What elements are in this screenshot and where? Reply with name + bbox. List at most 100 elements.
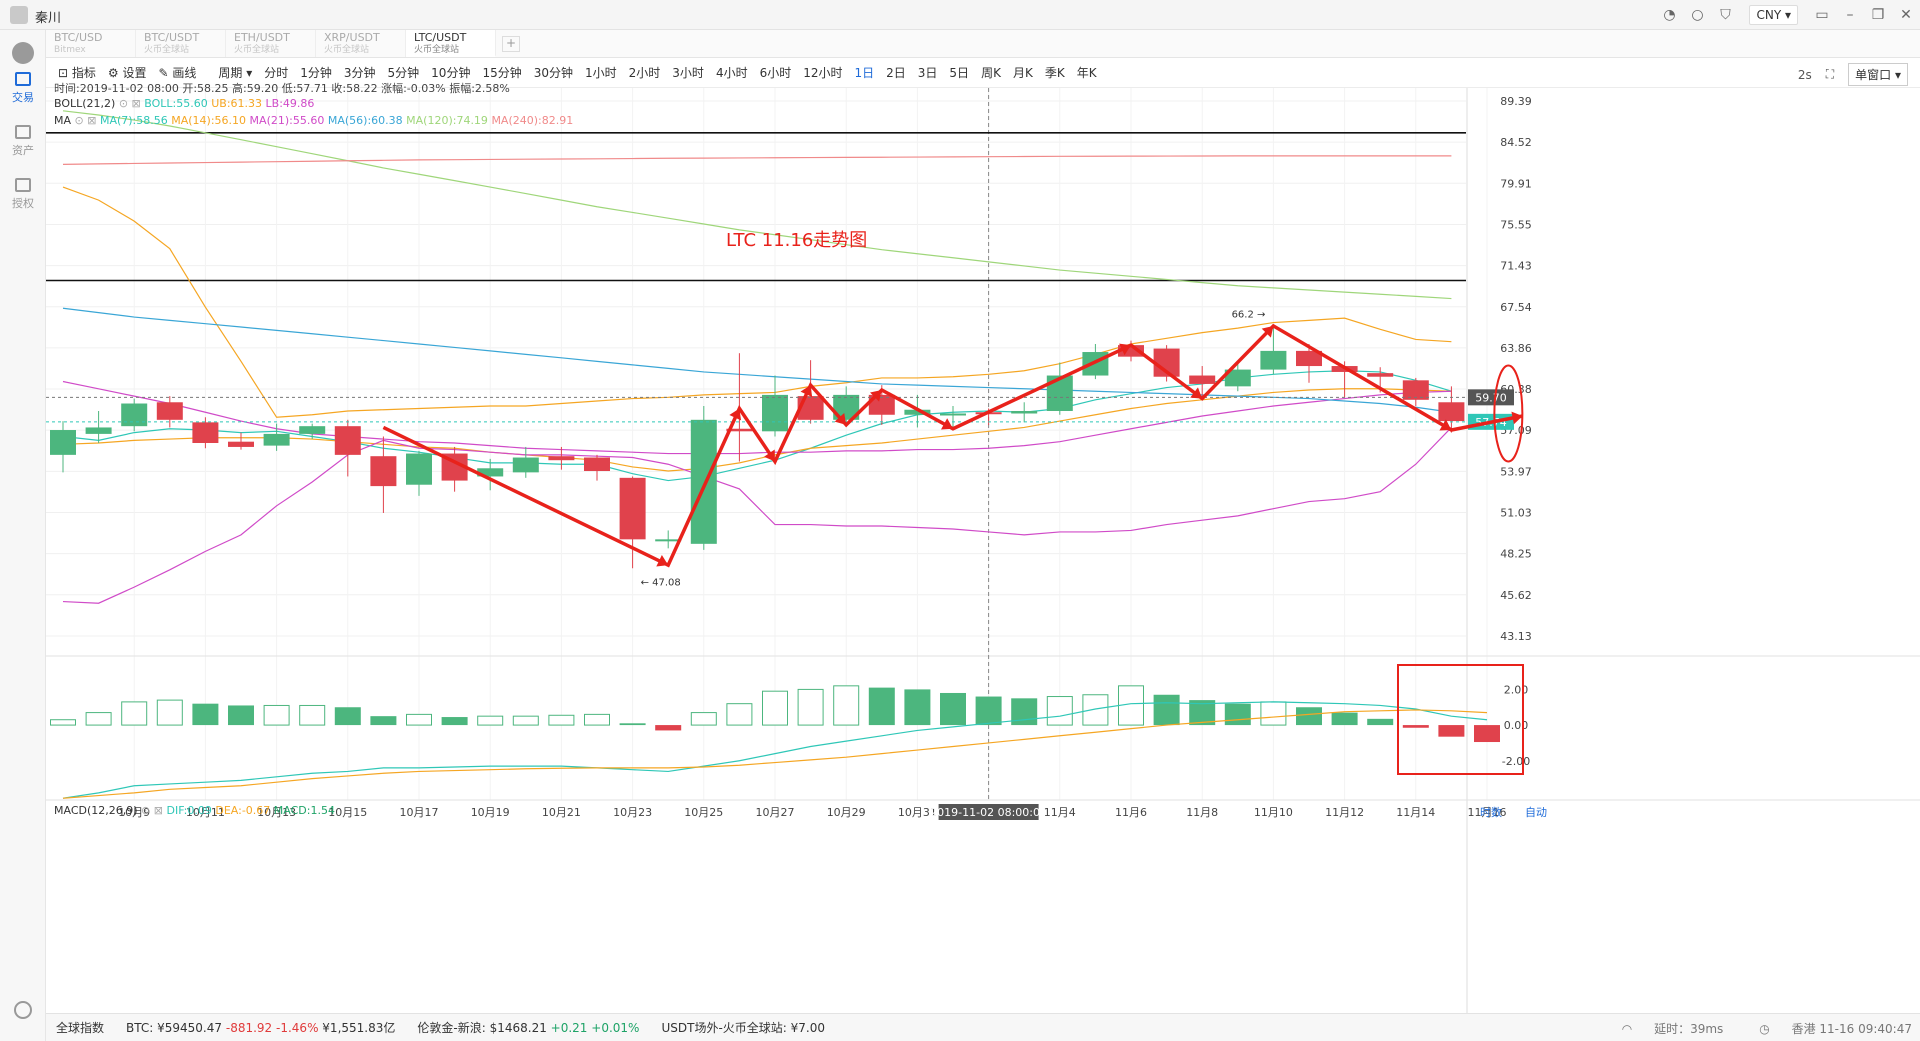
period-19[interactable]: 季K bbox=[1044, 66, 1065, 80]
fullscreen-icon[interactable]: ⛶ bbox=[1825, 67, 1835, 81]
gold-ticker[interactable]: 伦敦金-新浪: $1468.21 +0.21 +0.01% bbox=[417, 1019, 639, 1036]
eye-icon[interactable]: ⊙ ⊠ bbox=[118, 97, 141, 110]
period-7[interactable]: 1小时 bbox=[585, 66, 617, 80]
candle bbox=[1189, 375, 1216, 384]
macd-highlight-box bbox=[1397, 664, 1524, 775]
ma7-value: MA(7):58.56 bbox=[99, 114, 168, 127]
highlight-ellipse bbox=[1493, 364, 1524, 463]
period-17[interactable]: 周K bbox=[981, 66, 1001, 80]
window-mode-select[interactable]: 单窗口 ▾ bbox=[1848, 63, 1908, 86]
candle bbox=[655, 539, 682, 542]
minimize-icon[interactable]: – bbox=[1846, 7, 1854, 23]
settings-gear-icon[interactable] bbox=[14, 1001, 32, 1019]
macd-bar bbox=[1260, 701, 1287, 726]
tab-pair: BTC/USD bbox=[54, 31, 103, 44]
sidebar-item-trade[interactable]: 交易 bbox=[0, 72, 46, 105]
x-tick-label: 10月27 bbox=[756, 806, 795, 819]
indicator-button[interactable]: ⊡ 指标 bbox=[58, 66, 96, 80]
macd-value: MACD:1.54 bbox=[273, 804, 335, 817]
period-14[interactable]: 2日 bbox=[886, 66, 906, 80]
bell-icon[interactable]: ◔ bbox=[1663, 7, 1676, 23]
period-5[interactable]: 15分钟 bbox=[482, 66, 522, 80]
clock-text: 香港 11-16 09:40:47 bbox=[1791, 1022, 1912, 1036]
btc-ticker[interactable]: BTC: ¥59450.47 -881.92 -1.46% ¥1,551.83亿 bbox=[126, 1019, 395, 1036]
macd-bar bbox=[121, 701, 148, 726]
period-11[interactable]: 6小时 bbox=[759, 66, 792, 80]
period-20[interactable]: 年K bbox=[1076, 66, 1097, 80]
macd-bar bbox=[299, 704, 326, 726]
period-4[interactable]: 10分钟 bbox=[431, 66, 471, 80]
period-1[interactable]: 1分钟 bbox=[300, 66, 332, 80]
shirt-icon[interactable]: ⛉ bbox=[1720, 7, 1731, 23]
macd-bar bbox=[797, 688, 824, 726]
period-13[interactable]: 1日 bbox=[854, 66, 875, 80]
tab-btc-usdt[interactable]: BTC/USDT 火币全球站 bbox=[136, 30, 226, 57]
x-tick-label: 10月13 bbox=[257, 806, 296, 819]
period-12[interactable]: 12小时 bbox=[803, 66, 843, 80]
refresh-interval[interactable]: 2s bbox=[1797, 67, 1812, 82]
index-label[interactable]: 全球指数 bbox=[56, 1021, 105, 1035]
sidebar-item-auth[interactable]: 授权 bbox=[0, 178, 46, 211]
period-10[interactable]: 4小时 bbox=[715, 66, 748, 80]
tab-ltc-usdt[interactable]: LTC/USDT 火币全球站 bbox=[406, 30, 496, 57]
period-2[interactable]: 3分钟 bbox=[343, 66, 376, 80]
close-icon[interactable]: ✕ bbox=[1900, 7, 1912, 23]
time-mode-toggle[interactable]: 时数 bbox=[1480, 806, 1502, 819]
sidebar-item-assets[interactable]: 资产 bbox=[0, 125, 46, 158]
y-tick-label: 67.54 bbox=[1500, 301, 1532, 314]
usdt-ticker[interactable]: USDT场外-火币全球站: ¥7.00 bbox=[661, 1019, 825, 1036]
ma-line-ma120 bbox=[62, 110, 1452, 300]
gold-change: +0.21 bbox=[550, 1021, 588, 1035]
macd-bar bbox=[406, 713, 432, 726]
app-logo bbox=[12, 42, 34, 64]
macd-bar bbox=[263, 704, 290, 726]
sidebar-item-label: 资产 bbox=[12, 144, 34, 157]
currency-select[interactable]: CNY ▾ bbox=[1749, 5, 1798, 25]
draw-line-button[interactable]: ✎ 画线 bbox=[158, 66, 197, 80]
period-18[interactable]: 月K bbox=[1012, 66, 1033, 80]
period-15[interactable]: 3日 bbox=[917, 66, 938, 80]
period-16[interactable]: 5日 bbox=[949, 66, 970, 80]
period-6[interactable]: 30分钟 bbox=[533, 66, 574, 80]
macd-tick-label: 2.00 bbox=[1504, 683, 1529, 696]
title-bar: 秦川 ◔ ○ ⛉ CNY ▾ ▭ – ❐ ✕ bbox=[0, 0, 1920, 30]
tab-eth-usdt[interactable]: ETH/USDT 火币全球站 bbox=[226, 30, 316, 57]
period-3[interactable]: 5分钟 bbox=[387, 66, 420, 80]
add-tab-button[interactable]: + bbox=[502, 36, 520, 52]
chart-canvas[interactable]: 89.3984.5279.9175.5571.4367.5463.8660.38… bbox=[46, 88, 1920, 1013]
macd-bar bbox=[477, 715, 504, 726]
period-0[interactable]: 分时 bbox=[264, 66, 289, 80]
tab-xrp-usdt[interactable]: XRP/USDT 火币全球站 bbox=[316, 30, 406, 57]
window-icon[interactable]: ▭ bbox=[1815, 7, 1829, 23]
currency-value: CNY bbox=[1756, 8, 1782, 22]
auto-scale-toggle[interactable]: 自动 bbox=[1525, 806, 1547, 819]
period-9[interactable]: 3小时 bbox=[672, 66, 704, 80]
boll-lb: LB:49.86 bbox=[265, 97, 315, 110]
ma-line-bolllb bbox=[62, 427, 1452, 604]
candle bbox=[1367, 373, 1394, 377]
period-8[interactable]: 2小时 bbox=[628, 66, 661, 80]
period-dropdown[interactable]: 周期 ▾ bbox=[218, 66, 253, 80]
macd-bar bbox=[833, 685, 860, 726]
macd-bar bbox=[512, 715, 539, 726]
boll-ub: UB:61.33 bbox=[211, 97, 263, 110]
macd-bar bbox=[1153, 694, 1180, 726]
restore-icon[interactable]: ❐ bbox=[1871, 7, 1885, 23]
eye-icon[interactable]: ⊙ ⊠ bbox=[74, 114, 97, 127]
candle bbox=[940, 413, 966, 416]
macd-bar bbox=[904, 689, 931, 726]
avatar[interactable] bbox=[10, 6, 28, 24]
tab-btc-usd[interactable]: BTC/USD Bitmex bbox=[46, 30, 136, 57]
trend-arrow-head bbox=[1261, 325, 1274, 338]
settings-button[interactable]: ⚙ 设置 bbox=[107, 66, 147, 80]
kline-chart[interactable]: 89.39 84.52 79.91 75.55 71.43 67.54 63.86 60.38… bbox=[46, 82, 1920, 1013]
macd-name: MACD(12,26,9) bbox=[54, 804, 138, 817]
sidebar: 交易 资产 授权 bbox=[0, 30, 46, 1041]
candle bbox=[619, 477, 646, 540]
usdt-label: USDT场外-火币全球站: bbox=[661, 1021, 787, 1035]
eye-icon[interactable]: ⊙ ⊠ bbox=[141, 804, 163, 817]
boll-mid: BOLL:55.60 bbox=[144, 97, 208, 110]
search-icon[interactable]: ○ bbox=[1691, 7, 1704, 23]
candle bbox=[1438, 402, 1465, 422]
sidebar-item-label: 交易 bbox=[12, 91, 34, 104]
